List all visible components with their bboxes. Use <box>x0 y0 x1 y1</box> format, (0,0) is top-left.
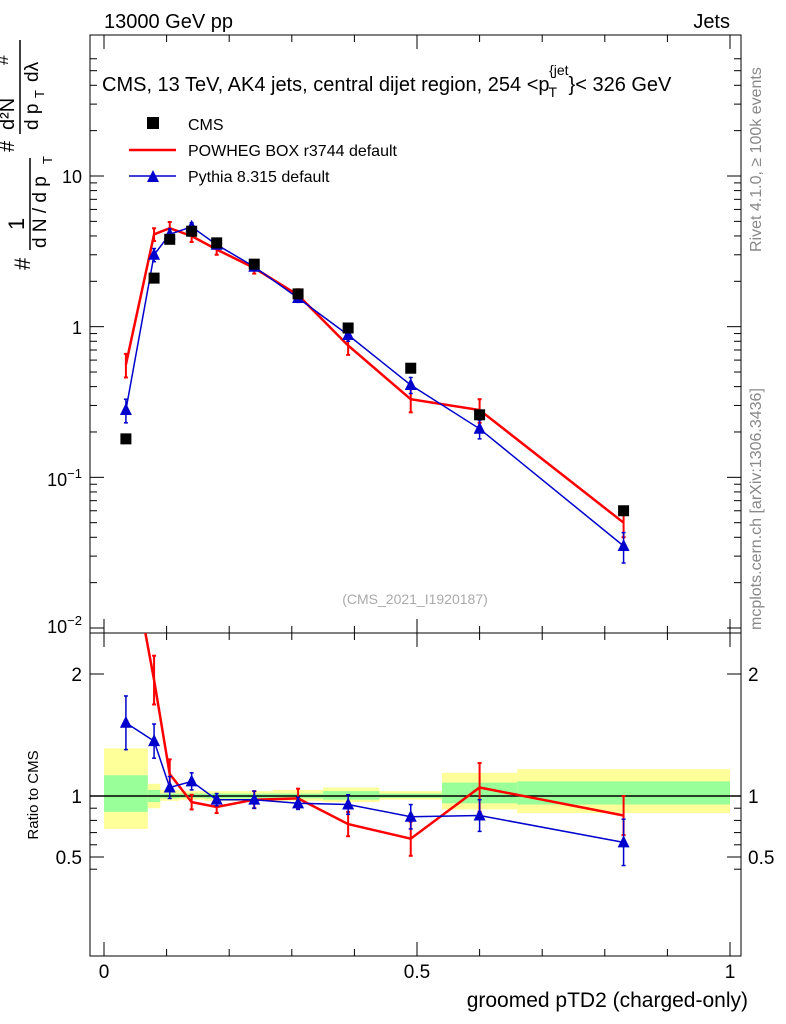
cms-data-point <box>186 225 198 237</box>
ylabel-hash-2: # <box>0 140 19 152</box>
ytick-label-1e-1: 10−1 <box>47 466 82 490</box>
band-green-0 <box>104 775 148 812</box>
ratio-ytick-label: 1 <box>71 787 82 808</box>
x-axis-label: groomed pTD2 (charged-only) <box>467 989 748 1012</box>
pythia-ratio-point <box>292 796 305 809</box>
cms-data-point <box>292 288 304 300</box>
ylabel-d2n: d²N <box>0 98 19 130</box>
pythia-point <box>404 378 417 391</box>
plot-title: CMS, 13 TeV, AK4 jets, central dijet reg… <box>102 62 672 100</box>
category-label: Jets <box>693 11 730 33</box>
title-sub: T <box>549 84 558 100</box>
xtick-label: 0 <box>99 962 110 983</box>
ratio-axis-ticks <box>90 633 741 956</box>
pythia-line <box>125 225 625 547</box>
pythia-ratio-point <box>473 808 486 821</box>
pythia-ratio-point <box>185 774 198 787</box>
legend-label-pythia: Pythia 8.315 default <box>188 169 330 186</box>
legend-label-powheg: POWHEG BOX r3744 default <box>188 143 398 160</box>
cms-data-point <box>342 322 354 334</box>
pythia-point <box>119 402 132 415</box>
pythia-ratio-point <box>119 715 132 728</box>
ytick-base: 10 <box>47 617 67 637</box>
powheg-line <box>124 226 625 524</box>
ytick-label-10: 10 <box>62 167 82 187</box>
ratio-ytick-label-right: 0.5 <box>748 848 774 869</box>
pythia-ratio-point <box>404 809 417 822</box>
cms-data-point <box>474 409 486 421</box>
ytick-exp: −2 <box>67 613 82 628</box>
analysis-watermark: (CMS_2021_I1920187) <box>342 591 488 607</box>
ylabel-t-sub: T <box>40 156 55 164</box>
main-panel-data <box>119 219 630 564</box>
ratio-ytick-label-right: 1 <box>748 787 759 808</box>
legend: CMS POWHEG BOX r3744 default Pythia 8.31… <box>129 117 398 186</box>
cms-data-point <box>211 237 223 249</box>
legend-marker-pythia <box>147 170 159 182</box>
band-green-10 <box>517 781 730 805</box>
pythia-ratio-point <box>617 835 630 848</box>
legend-label-cms: CMS <box>188 117 224 134</box>
ylabel-dn-dpt: d N / d p <box>30 176 51 248</box>
ratio-ytick-label: 0.5 <box>56 848 82 869</box>
cms-data-point <box>248 258 260 270</box>
ylabel-hash-3: # <box>0 55 12 65</box>
pythia-ratio-point <box>148 734 161 747</box>
xtick-label: 1 <box>725 962 736 983</box>
ratio-panel-data <box>119 633 630 867</box>
ylabel-dpt: d p <box>22 104 43 130</box>
ratio-ytick-labels: 0.5 0.5 1 1 2 2 <box>56 665 775 869</box>
main-y-axis-label: # 1 d N / d p T # d²N d p T dλ # <box>0 40 55 270</box>
title-tail: }< 326 GeV <box>569 74 673 96</box>
cms-data-point <box>148 272 160 284</box>
ratio-ytick-label: 2 <box>71 665 82 686</box>
cms-data-point <box>618 505 630 517</box>
main-axis-ticks <box>90 35 741 633</box>
rivet-version-label: Rivet 4.1.0, ≥ 100k events <box>748 67 765 252</box>
ratio-y-axis-label: Ratio to CMS <box>25 750 42 839</box>
ylabel-one: 1 <box>4 218 29 230</box>
cms-data-point <box>164 233 176 245</box>
ratio-panel-frame <box>89 632 742 957</box>
mcplots-label: mcplots.cern.ch [arXiv:1306.3436] <box>748 388 765 630</box>
pythia-ratio-point <box>248 792 261 805</box>
title-main: CMS, 13 TeV, AK4 jets, central dijet reg… <box>102 74 550 96</box>
pythia-point <box>473 421 486 434</box>
pythia-ratio-point <box>163 780 176 793</box>
pythia-point <box>617 539 630 552</box>
ratio-series-group <box>119 633 630 867</box>
pythia-ratio-point <box>342 797 355 810</box>
ylabel-t-sub-2: T <box>32 90 47 98</box>
pythia-point <box>342 328 355 341</box>
ytick-label-1: 1 <box>72 318 82 338</box>
ratio-ytick-label-right: 2 <box>748 665 759 686</box>
pythia-point <box>148 247 161 260</box>
ytick-label-1e-2: 10−2 <box>47 613 82 637</box>
ylabel-dlambda: dλ <box>22 61 43 82</box>
cms-data-point <box>120 433 132 445</box>
ylabel-hash-1: # <box>10 257 35 270</box>
ytick-base: 10 <box>47 470 67 490</box>
pythia-ratio-point <box>210 792 223 805</box>
legend-marker-cms <box>147 117 159 129</box>
xtick-labels: 0 0.5 1 <box>99 962 736 983</box>
title-sup: {jet <box>549 62 569 78</box>
xtick-label: 0.5 <box>404 962 430 983</box>
ytick-exp: −1 <box>67 466 82 481</box>
cms-data-point <box>405 362 417 374</box>
energy-label: 13000 GeV pp <box>104 11 233 33</box>
